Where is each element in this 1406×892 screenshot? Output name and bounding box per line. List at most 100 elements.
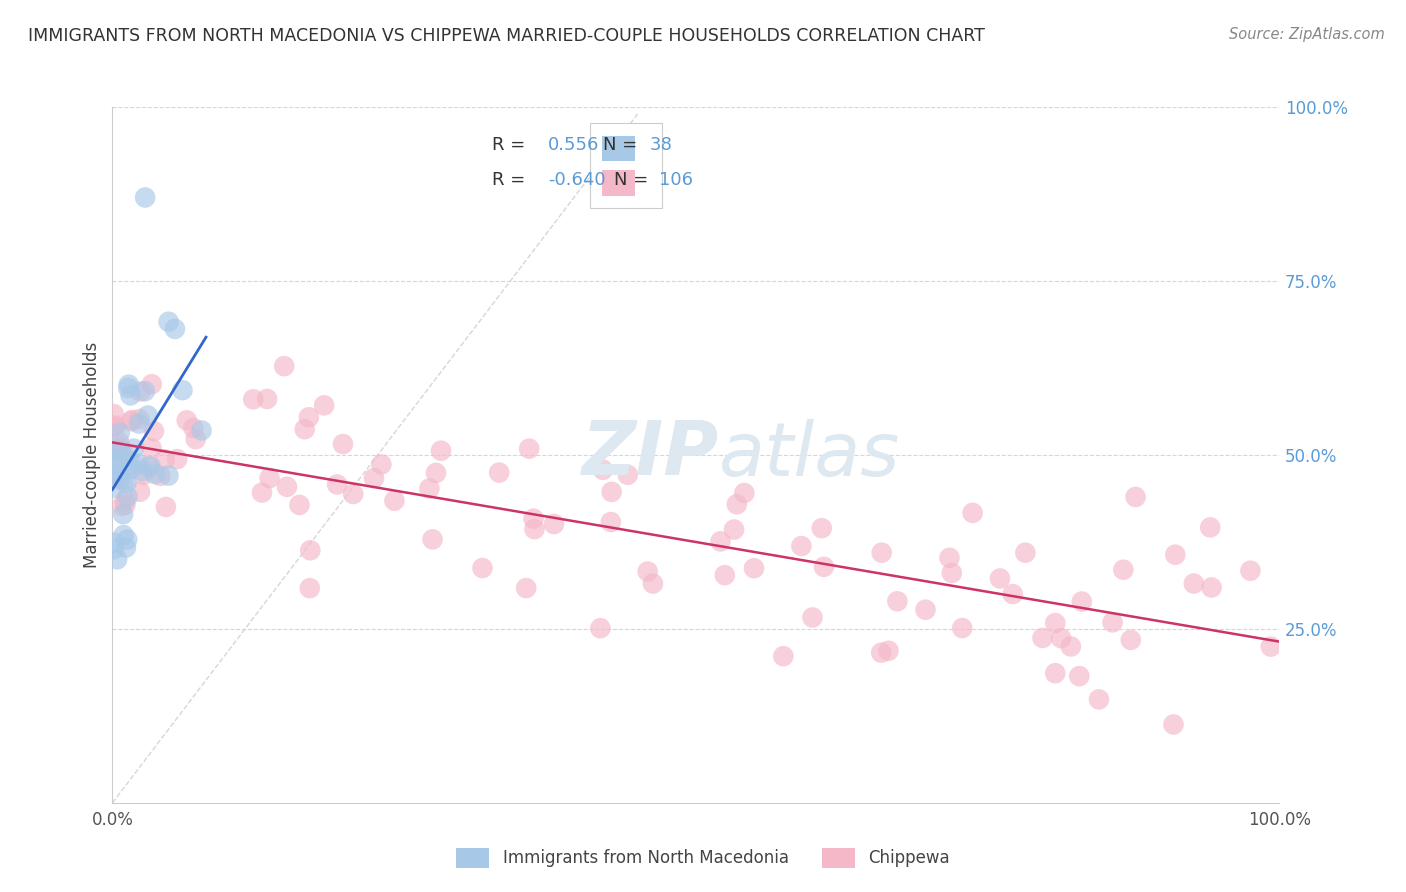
Point bbox=[298, 581, 321, 595]
Point bbox=[384, 493, 406, 508]
Point bbox=[1001, 587, 1024, 601]
Point bbox=[112, 448, 135, 462]
Point bbox=[107, 467, 129, 482]
Point bbox=[115, 533, 138, 547]
Point bbox=[108, 473, 131, 487]
Point bbox=[600, 484, 623, 499]
Point bbox=[139, 459, 162, 474]
Text: N =: N = bbox=[614, 171, 654, 189]
Point bbox=[1050, 631, 1073, 645]
Point bbox=[122, 442, 145, 456]
Point bbox=[714, 568, 737, 582]
Point bbox=[1201, 581, 1223, 595]
Point bbox=[1014, 546, 1036, 560]
Point bbox=[112, 473, 135, 487]
Point bbox=[1088, 692, 1111, 706]
Point bbox=[801, 610, 824, 624]
Point bbox=[120, 388, 142, 402]
Point bbox=[616, 467, 638, 482]
Point bbox=[259, 471, 281, 485]
Point bbox=[110, 444, 132, 458]
Point bbox=[363, 471, 385, 485]
Text: -0.640: -0.640 bbox=[548, 171, 606, 189]
Point bbox=[870, 546, 893, 560]
Point bbox=[120, 414, 142, 428]
Point bbox=[425, 466, 447, 480]
Point bbox=[471, 561, 494, 575]
Point bbox=[599, 515, 621, 529]
Point bbox=[288, 498, 311, 512]
Text: N =: N = bbox=[603, 136, 643, 154]
Point bbox=[725, 497, 748, 511]
Point bbox=[950, 621, 973, 635]
Point bbox=[870, 646, 893, 660]
Point bbox=[103, 481, 125, 495]
Point bbox=[120, 462, 142, 476]
Point bbox=[941, 566, 963, 580]
Point bbox=[103, 447, 125, 461]
Point bbox=[107, 451, 129, 466]
Point bbox=[1112, 563, 1135, 577]
Point bbox=[166, 452, 188, 467]
Point bbox=[1163, 717, 1185, 731]
Point bbox=[790, 539, 813, 553]
Point bbox=[107, 467, 129, 482]
Point bbox=[1260, 640, 1282, 654]
Point bbox=[1182, 576, 1205, 591]
Point bbox=[141, 441, 163, 455]
Point bbox=[142, 424, 165, 438]
Text: ZIP: ZIP bbox=[582, 418, 720, 491]
Point bbox=[132, 468, 155, 483]
Point bbox=[589, 621, 612, 635]
Text: R =: R = bbox=[492, 171, 530, 189]
Point bbox=[1239, 564, 1261, 578]
Point bbox=[592, 463, 614, 477]
Point bbox=[141, 377, 163, 392]
Text: IMMIGRANTS FROM NORTH MACEDONIA VS CHIPPEWA MARRIED-COUPLE HOUSEHOLDS CORRELATIO: IMMIGRANTS FROM NORTH MACEDONIA VS CHIPP… bbox=[28, 27, 986, 45]
Point bbox=[103, 420, 125, 434]
Point bbox=[176, 413, 198, 427]
Point bbox=[294, 422, 316, 436]
Point bbox=[163, 322, 186, 336]
Text: 38: 38 bbox=[650, 136, 672, 154]
Point bbox=[422, 533, 444, 547]
Point bbox=[127, 457, 149, 471]
Point bbox=[250, 485, 273, 500]
Point bbox=[134, 190, 156, 204]
Y-axis label: Married-couple Households: Married-couple Households bbox=[83, 342, 101, 568]
Point bbox=[1069, 669, 1091, 683]
Point bbox=[342, 487, 364, 501]
Text: R =: R = bbox=[492, 136, 530, 154]
Point bbox=[136, 459, 159, 474]
Point bbox=[131, 464, 153, 478]
Point bbox=[1070, 594, 1092, 608]
Point bbox=[517, 442, 540, 456]
Point bbox=[101, 458, 124, 473]
Point bbox=[105, 552, 128, 566]
Text: atlas: atlas bbox=[720, 419, 901, 491]
Point bbox=[242, 392, 264, 407]
Point bbox=[515, 581, 537, 595]
Point bbox=[108, 435, 131, 450]
Point bbox=[543, 516, 565, 531]
Point bbox=[723, 523, 745, 537]
Point bbox=[114, 494, 136, 508]
Point bbox=[111, 499, 134, 513]
Point bbox=[914, 603, 936, 617]
Point bbox=[143, 467, 166, 481]
Point bbox=[118, 458, 141, 473]
Point bbox=[962, 506, 984, 520]
Text: Source: ZipAtlas.com: Source: ZipAtlas.com bbox=[1229, 27, 1385, 42]
Point bbox=[523, 522, 546, 536]
Point bbox=[118, 377, 141, 392]
Point bbox=[938, 550, 960, 565]
Point bbox=[114, 498, 136, 512]
Point bbox=[276, 480, 298, 494]
Point bbox=[128, 417, 150, 431]
Point bbox=[134, 384, 156, 399]
Point bbox=[370, 458, 392, 472]
Point bbox=[637, 565, 659, 579]
Point bbox=[149, 468, 172, 483]
Point bbox=[1125, 490, 1147, 504]
Point bbox=[155, 500, 177, 514]
